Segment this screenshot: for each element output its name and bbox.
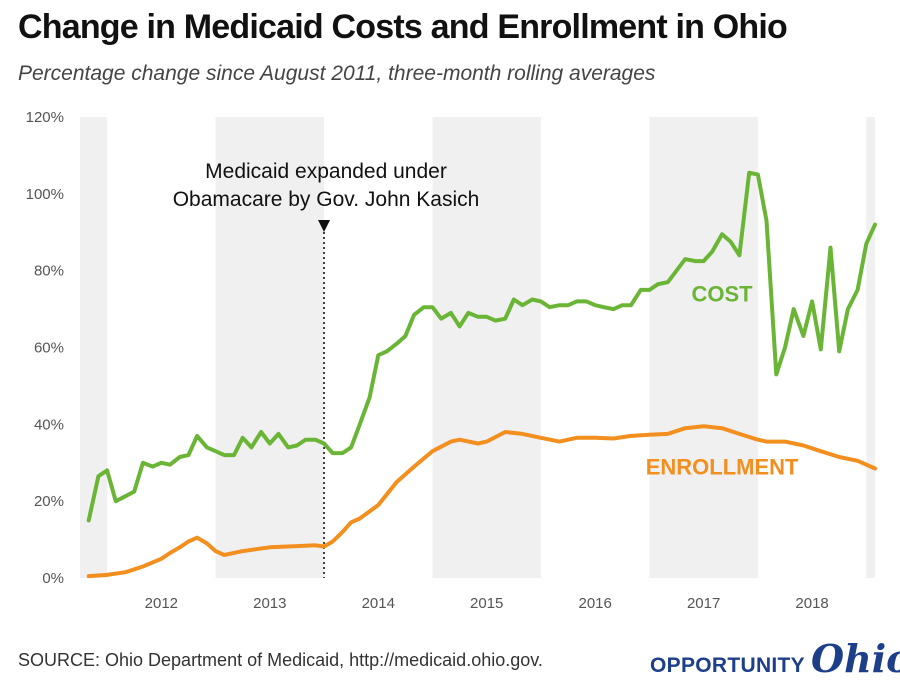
y-tick-label-0pct: 0% [42, 570, 64, 587]
series-label-enrollment: ENROLLMENT [646, 454, 799, 479]
x-tick-label-2013: 2013 [253, 595, 286, 612]
year-band-1 [215, 117, 325, 578]
source-note: SOURCE: Ohio Department of Medicaid, htt… [18, 650, 543, 670]
x-tick-label-2015: 2015 [470, 595, 503, 612]
series-label-cost: COST [692, 281, 754, 306]
x-tick-label-2014: 2014 [362, 595, 395, 612]
year-band-3 [649, 117, 758, 578]
x-tick-label-2017: 2017 [687, 595, 720, 612]
x-tick-label-2012: 2012 [145, 595, 178, 612]
y-tick-label-60pct: 60% [34, 340, 64, 357]
year-band-2 [432, 117, 541, 578]
annotation-line-1: Medicaid expanded under [205, 160, 447, 183]
series-line-enrollment [86, 424, 877, 579]
chart-title: Change in Medicaid Costs and Enrollment … [18, 8, 788, 46]
logo-word-ohio: Ohio [810, 636, 900, 681]
year-band-0 [80, 117, 108, 578]
y-tick-label-40pct: 40% [34, 416, 64, 433]
y-tick-label-100pct: 100% [26, 186, 64, 203]
y-tick-label-120pct: 120% [26, 109, 64, 126]
series-line-cost [86, 170, 877, 523]
x-tick-label-2016: 2016 [578, 595, 611, 612]
y-tick-label-80pct: 80% [34, 263, 64, 280]
logo-word-opportunity: OPPORTUNITY [650, 654, 805, 677]
x-tick-label-2018: 2018 [795, 595, 828, 612]
y-tick-label-20pct: 20% [34, 493, 64, 510]
year-band-4 [866, 117, 875, 578]
chart-subtitle: Percentage change since August 2011, thr… [18, 62, 656, 85]
annotation-line-2: Obamacare by Gov. John Kasich [173, 188, 480, 211]
opportunity-ohio-logo: OPPORTUNITY Ohio [650, 636, 900, 681]
expansion-marker-arrow [318, 220, 331, 232]
